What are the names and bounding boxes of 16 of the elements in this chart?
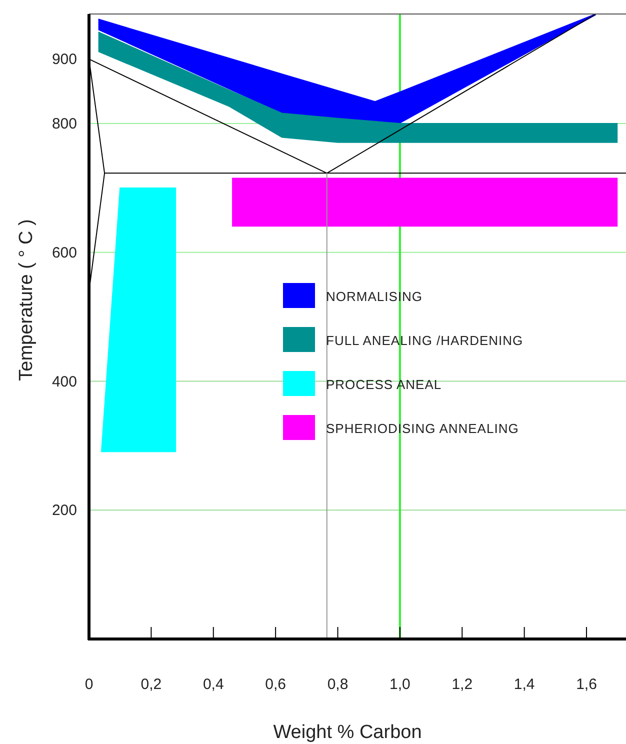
y-tick-label: 900 <box>52 51 77 68</box>
y-tick-label: 200 <box>52 502 77 520</box>
x-tick-label: 0,4 <box>202 676 224 693</box>
x-tick-label: 1,6 <box>576 676 597 693</box>
y-tick-label: 600 <box>52 244 77 262</box>
x-axis-title: Weight % Carbon <box>273 722 422 743</box>
x-tick-label: 0 <box>84 676 94 693</box>
x-tick-label: 1,0 <box>390 676 410 693</box>
x-tick-label: 1,2 <box>452 676 473 693</box>
x-tick-label: 0,6 <box>265 676 286 693</box>
y-axis-title: Temperature ( ° C ) <box>16 219 37 381</box>
y-tick-label: 400 <box>52 373 77 390</box>
x-tick-label: 0,8 <box>327 676 348 693</box>
x-tick-label: 1,4 <box>514 676 535 693</box>
x-tick-label: 0,2 <box>140 676 162 693</box>
y-tick-label: 800 <box>52 116 77 133</box>
